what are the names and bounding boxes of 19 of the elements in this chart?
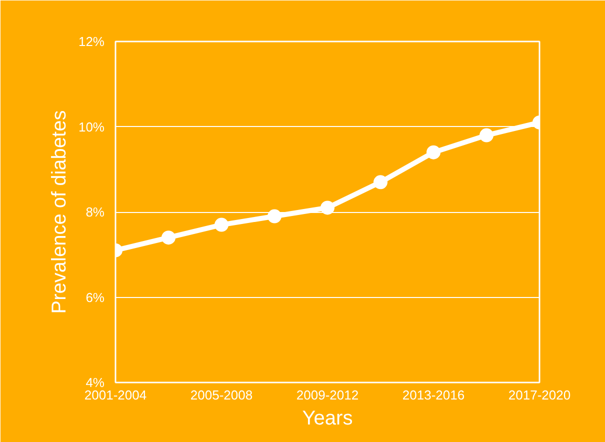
point — [480, 128, 494, 142]
point — [214, 218, 228, 232]
y-axis-title: Prevalence of diabetes — [48, 110, 70, 314]
x-tick-label: 2013-2016 — [402, 388, 465, 402]
y-tick-label: 4% — [86, 375, 105, 390]
x-tick-label: 2009-2012 — [296, 388, 359, 402]
x-tick-label: 2001-2004 — [84, 388, 147, 402]
x-tick-label: 2005-2008 — [190, 388, 253, 402]
x-tick-label: 2017-2020 — [508, 388, 571, 402]
x-axis-title: Years — [302, 408, 353, 430]
y-tick-label: 10% — [78, 119, 105, 134]
point — [268, 209, 282, 224]
point — [374, 175, 388, 190]
y-tick-label: 8% — [86, 204, 105, 220]
point — [320, 200, 334, 215]
y-tick-label: 6% — [86, 290, 105, 305]
y-tick-label: 12% — [78, 34, 105, 49]
point — [426, 145, 440, 160]
point — [162, 230, 176, 245]
